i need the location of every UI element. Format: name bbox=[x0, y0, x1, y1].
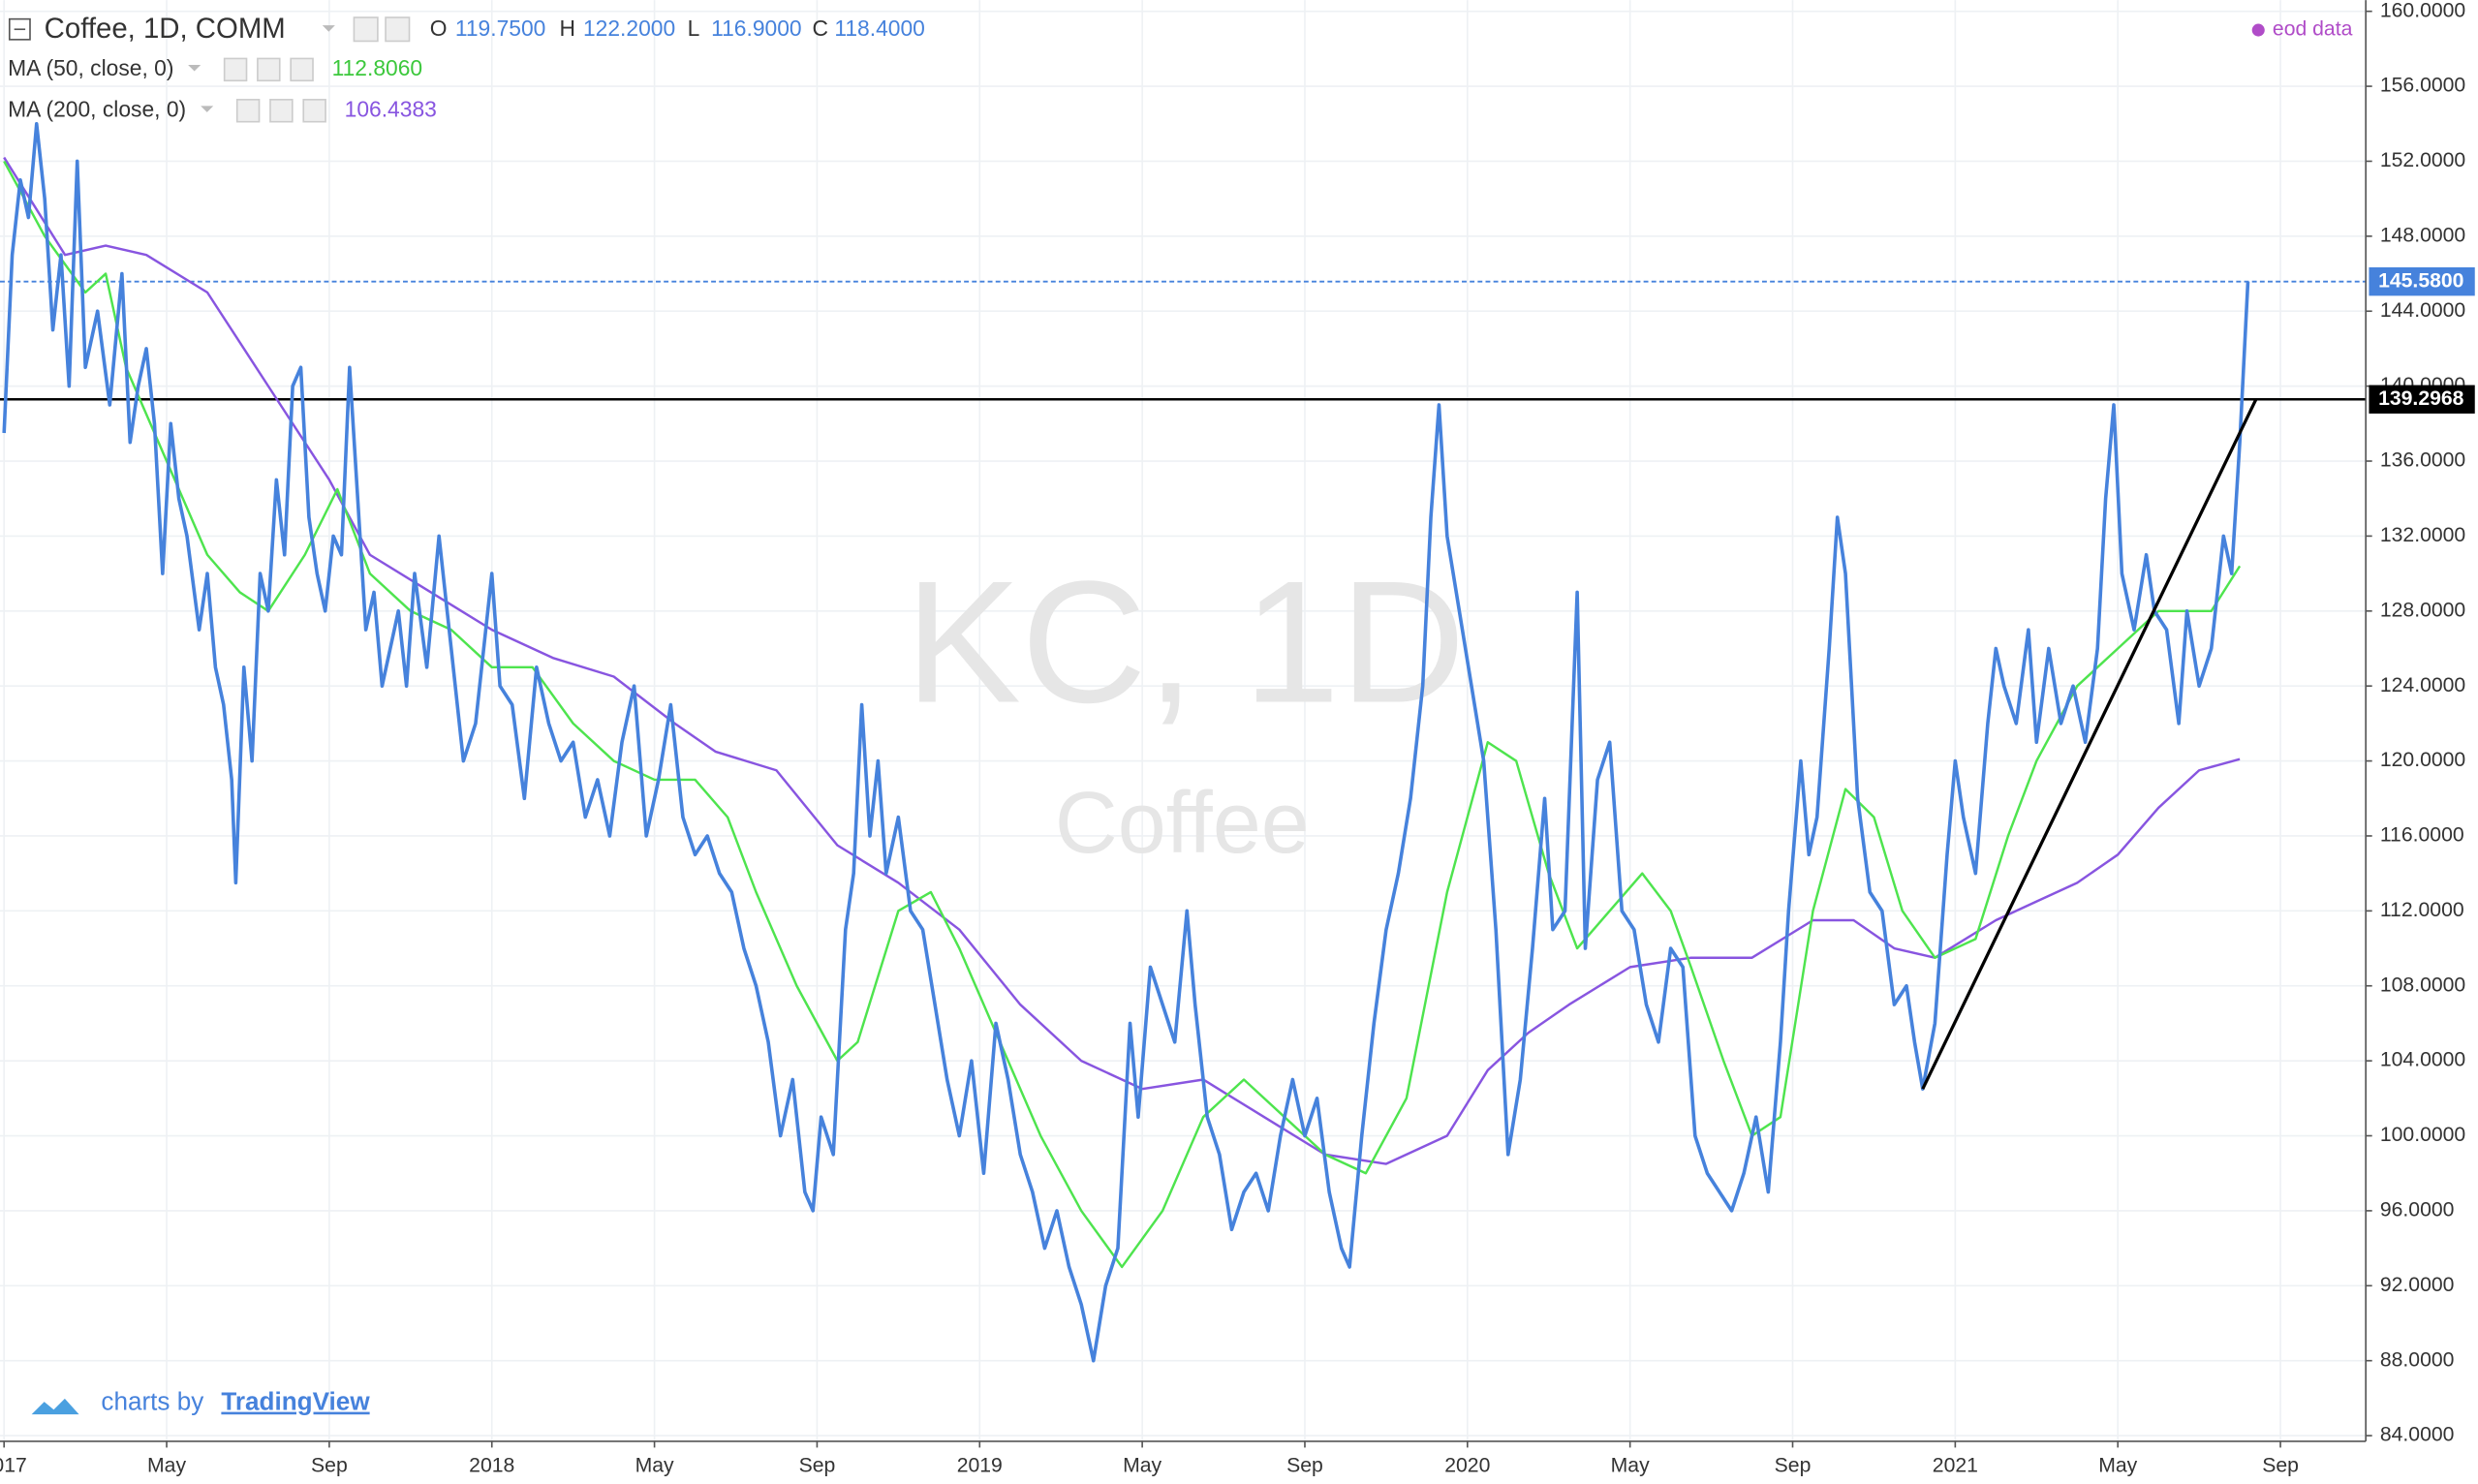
dropdown-arrow[interactable] bbox=[201, 106, 214, 112]
indicator-name: MA (200, close, 0) bbox=[8, 96, 186, 121]
brand-prefix: charts by bbox=[101, 1387, 203, 1416]
icon[interactable] bbox=[353, 16, 379, 43]
watermark-symbol: KC, 1D bbox=[905, 545, 1465, 739]
indicator-value: 106.4383 bbox=[345, 96, 437, 121]
ohlc-key: L bbox=[688, 15, 700, 41]
y-tick-label: 104.0000 bbox=[2380, 1049, 2465, 1071]
y-tick-label: 120.0000 bbox=[2380, 749, 2465, 771]
x-tick-label: May bbox=[147, 1455, 186, 1477]
x-tick-label: 2017 bbox=[0, 1455, 27, 1477]
y-tick-label: 84.0000 bbox=[2380, 1424, 2455, 1446]
icon[interactable] bbox=[235, 99, 261, 123]
ohlc-key: C bbox=[813, 15, 828, 41]
y-tick-label: 144.0000 bbox=[2380, 299, 2465, 322]
y-tick-label: 108.0000 bbox=[2380, 974, 2465, 996]
price-label-box bbox=[2369, 266, 2475, 296]
price-label: 139.2968 bbox=[2378, 387, 2464, 410]
brand-logo[interactable] bbox=[31, 1398, 79, 1415]
y-tick-label: 132.0000 bbox=[2380, 524, 2465, 546]
dropdown-arrow[interactable] bbox=[322, 25, 335, 32]
y-tick-label: 152.0000 bbox=[2380, 149, 2465, 171]
icon[interactable] bbox=[269, 99, 294, 123]
brand-link[interactable]: TradingView bbox=[221, 1387, 370, 1416]
indicator-name: MA (50, close, 0) bbox=[8, 55, 173, 80]
icon[interactable] bbox=[257, 57, 281, 82]
y-tick-label: 100.0000 bbox=[2380, 1124, 2465, 1146]
x-tick-label: May bbox=[1611, 1455, 1650, 1477]
y-tick-label: 92.0000 bbox=[2380, 1274, 2455, 1296]
icon[interactable] bbox=[223, 57, 248, 82]
time-axis-bg bbox=[0, 1440, 2478, 1484]
y-tick-label: 124.0000 bbox=[2380, 674, 2465, 696]
x-tick-label: 2020 bbox=[1444, 1455, 1490, 1477]
x-tick-label: 2019 bbox=[957, 1455, 1003, 1477]
symbol-title: Coffee, 1D, COMM bbox=[45, 13, 286, 45]
indicator-value: 112.8060 bbox=[332, 55, 423, 80]
dropdown-arrow[interactable] bbox=[188, 64, 201, 72]
y-tick-label: 96.0000 bbox=[2380, 1199, 2455, 1221]
x-tick-label: Sep bbox=[311, 1455, 348, 1477]
ohlc-key: O bbox=[430, 15, 448, 41]
collapse-icon[interactable] bbox=[8, 17, 31, 41]
source-dot bbox=[2251, 23, 2265, 37]
y-tick-label: 128.0000 bbox=[2380, 599, 2465, 621]
x-tick-label: Sep bbox=[2262, 1455, 2299, 1477]
x-tick-label: Sep bbox=[1286, 1455, 1323, 1477]
price-axis-bg bbox=[2366, 0, 2478, 1484]
ohlc-value: 122.2000 bbox=[583, 15, 675, 41]
price-label-box bbox=[2369, 385, 2475, 414]
icon[interactable] bbox=[385, 16, 411, 43]
ohlc-value: 116.9000 bbox=[711, 15, 802, 41]
x-tick-label: 2021 bbox=[1933, 1455, 1978, 1477]
y-tick-label: 116.0000 bbox=[2380, 824, 2464, 847]
y-tick-label: 156.0000 bbox=[2380, 75, 2465, 97]
price-label: 145.5800 bbox=[2378, 269, 2463, 292]
series-line bbox=[2, 121, 2250, 1363]
x-tick-label: Sep bbox=[799, 1455, 836, 1477]
trendline bbox=[1921, 398, 2258, 1090]
x-tick-label: May bbox=[2098, 1455, 2137, 1477]
plot bbox=[0, 121, 2367, 1363]
ohlc-value: 119.7500 bbox=[455, 15, 546, 41]
x-tick-label: 2018 bbox=[469, 1455, 514, 1477]
y-tick-label: 112.0000 bbox=[2380, 899, 2464, 921]
x-tick-label: May bbox=[635, 1455, 674, 1477]
y-tick-label: 136.0000 bbox=[2380, 449, 2465, 472]
y-tick-label: 88.0000 bbox=[2380, 1348, 2455, 1371]
ohlc-key: H bbox=[560, 15, 576, 41]
x-tick-label: Sep bbox=[1775, 1455, 1812, 1477]
y-tick-label: 160.0000 bbox=[2380, 0, 2465, 21]
icon[interactable] bbox=[290, 57, 314, 82]
x-tick-label: May bbox=[1123, 1455, 1162, 1477]
source-label: eod data bbox=[2273, 18, 2353, 41]
watermark-name: Coffee bbox=[1055, 775, 1310, 872]
y-tick-label: 148.0000 bbox=[2380, 224, 2465, 246]
grid bbox=[0, 0, 2367, 1441]
ohlc-value: 118.4000 bbox=[834, 15, 925, 41]
icon[interactable] bbox=[302, 99, 326, 123]
